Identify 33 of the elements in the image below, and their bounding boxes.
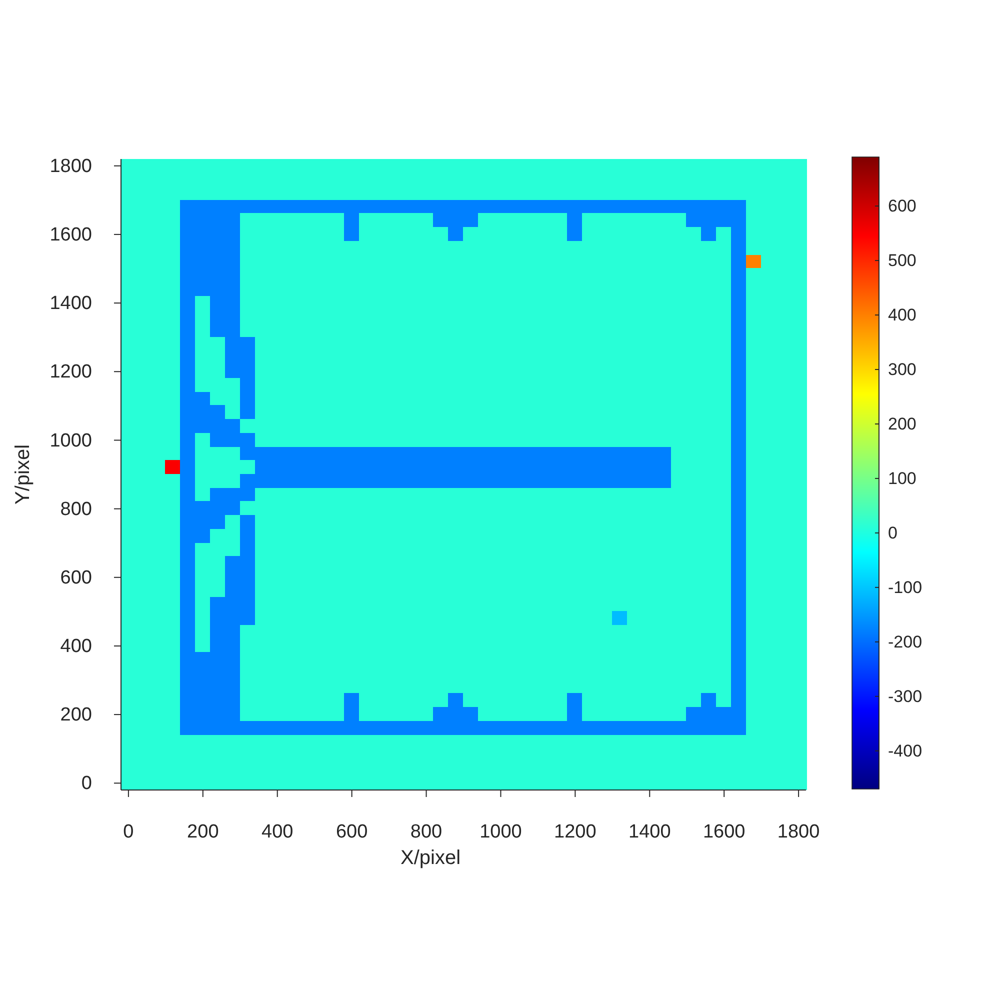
x-tick-label: 1200	[554, 821, 596, 842]
y-tick-label: 1600	[50, 224, 92, 246]
color-bar-label: 300	[888, 360, 916, 379]
y-tick-label: 0	[81, 773, 92, 794]
x-tick-label: 1400	[628, 821, 671, 842]
color-bar-label: 0	[888, 523, 898, 542]
y-axis-title: Y/pixel	[12, 444, 34, 505]
x-tick-label: 1000	[480, 821, 522, 842]
y-tick-label: 1000	[50, 430, 92, 452]
x-tick-label: 400	[262, 821, 294, 842]
x-tick-label: 1600	[702, 821, 746, 842]
x-tick-label: 0	[123, 821, 134, 842]
color-bar-label: -200	[888, 632, 922, 652]
color-bar-label: -300	[888, 686, 922, 706]
x-tick-label: 800	[410, 821, 442, 842]
color-bar-label: 400	[888, 305, 916, 324]
color-bar-label: -100	[888, 578, 922, 597]
color-bar-label: 600	[888, 196, 916, 216]
color-bar-label: -400	[888, 741, 922, 760]
color-bar-label: 100	[888, 468, 916, 488]
color-bar-label: 200	[888, 414, 916, 434]
y-tick-label: 600	[60, 567, 92, 588]
y-tick-label: 1200	[50, 362, 92, 383]
y-tick-label: 1800	[50, 156, 92, 177]
y-tick-label: 800	[60, 498, 92, 520]
y-tick-label: 1400	[50, 293, 92, 314]
y-tick-label: 200	[60, 704, 92, 726]
x-axis-title: X/pixel	[400, 847, 461, 869]
color-bar-label: 500	[888, 250, 916, 270]
x-tick-label: 1800	[777, 821, 820, 842]
y-tick-label: 400	[60, 636, 92, 658]
x-tick-label: 600	[336, 821, 368, 842]
x-tick-label: 200	[187, 821, 219, 842]
